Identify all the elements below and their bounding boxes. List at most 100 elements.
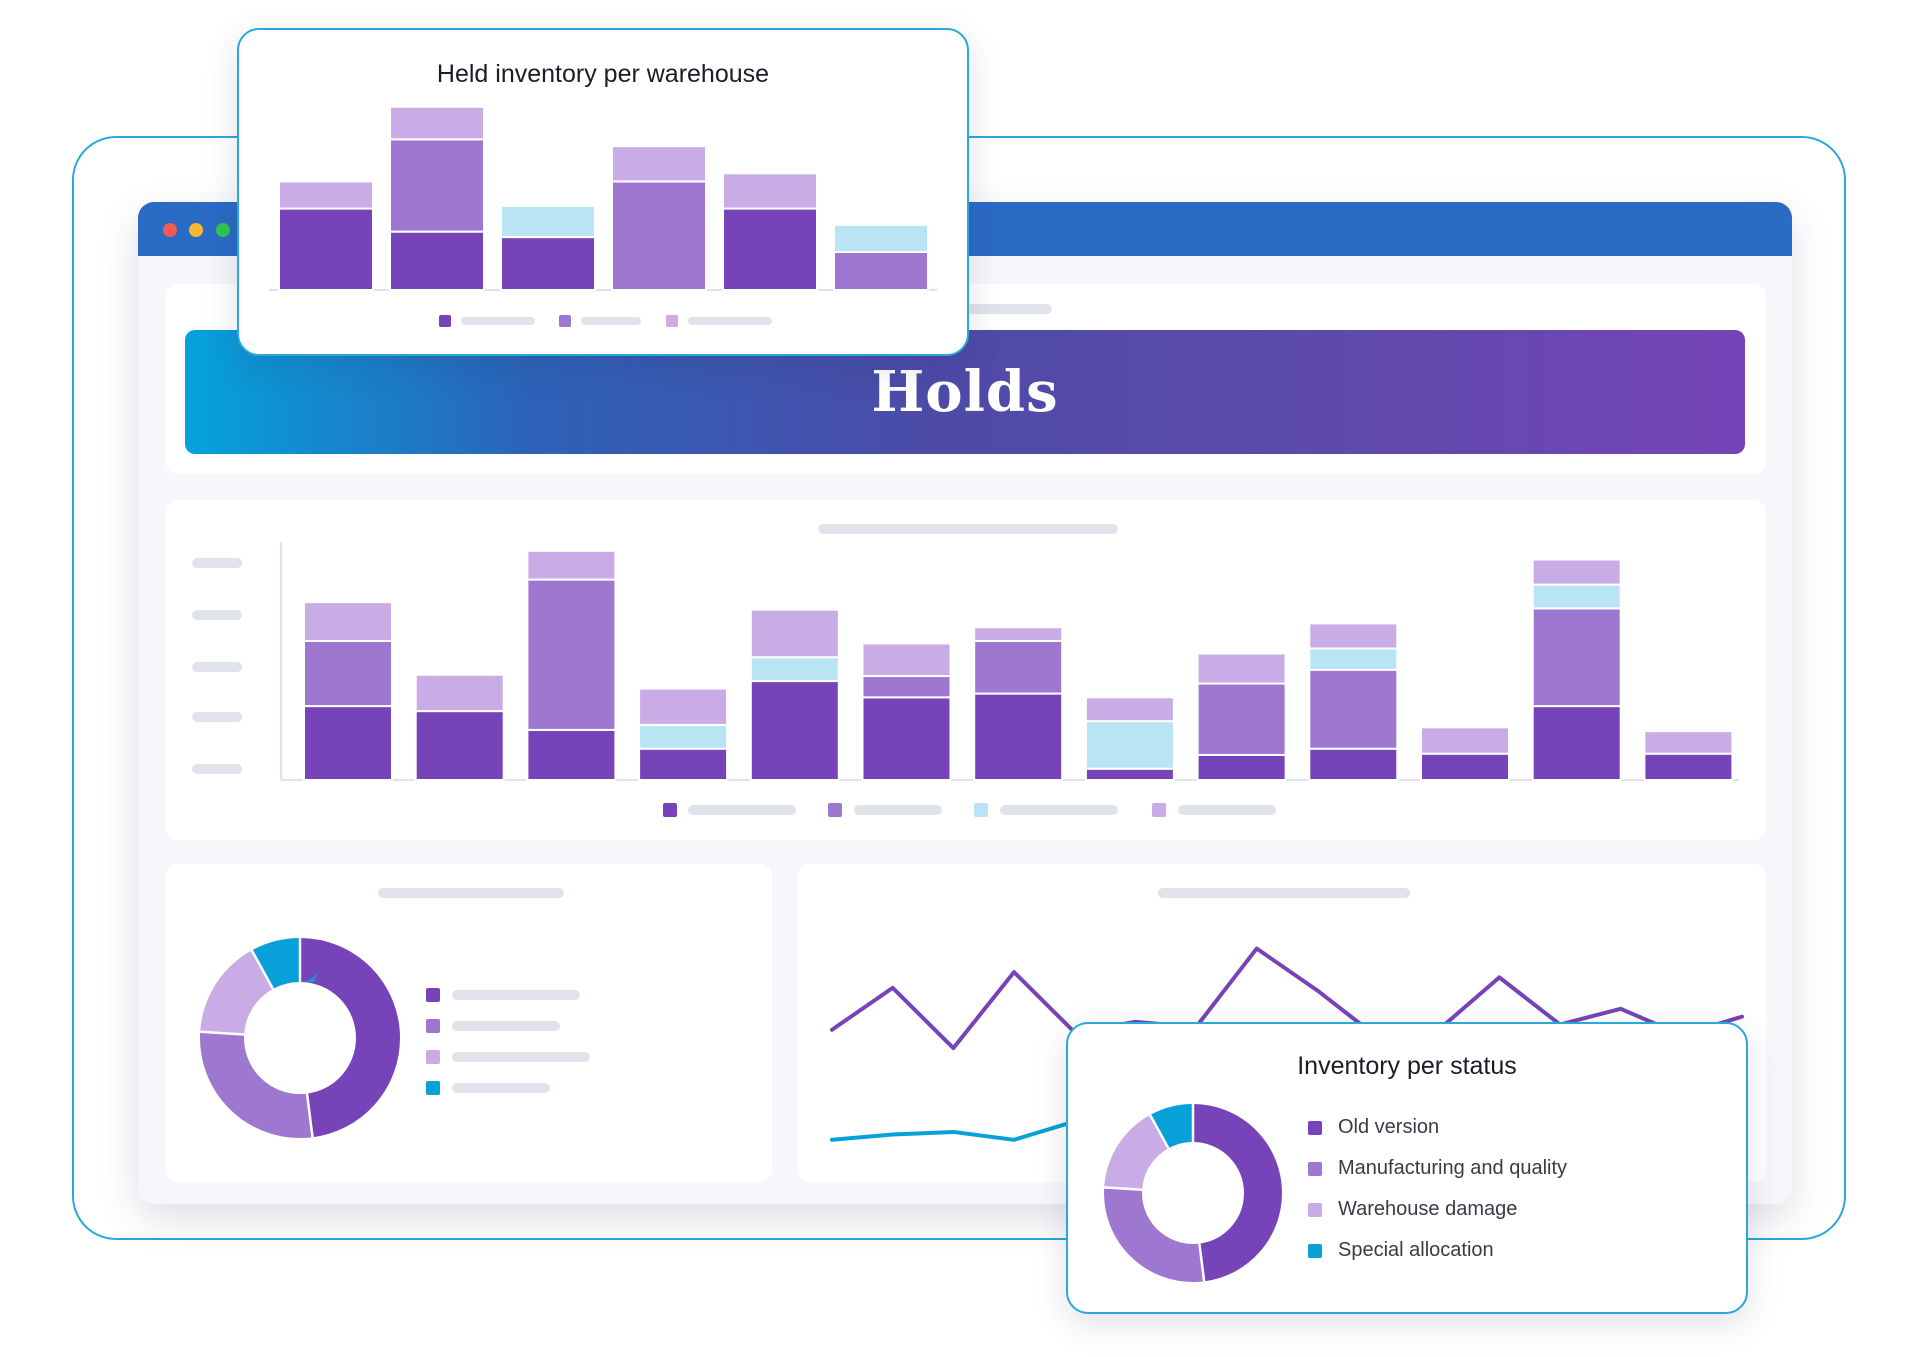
bar-segment — [749, 608, 840, 659]
legend-swatch-light — [666, 315, 678, 327]
bar-segment — [638, 687, 729, 726]
bar-segment — [638, 747, 729, 781]
bar-segment — [1308, 622, 1399, 650]
bar-segment — [861, 696, 952, 781]
status-donut-chart — [200, 938, 400, 1138]
legend-label-placeholder — [1000, 805, 1118, 815]
main-bar-chart — [280, 542, 1739, 782]
bar-segment — [611, 145, 707, 183]
bar-segment — [526, 549, 617, 581]
legend-label-placeholder — [688, 805, 796, 815]
bar-segment — [722, 172, 818, 210]
bar-segment — [861, 642, 952, 678]
bar-segment — [414, 673, 505, 713]
legend-item-warehouse-damage: Warehouse damage — [1308, 1198, 1517, 1221]
main-bar-legend — [663, 803, 1276, 817]
bar-segment — [1531, 607, 1622, 708]
legend-label-placeholder — [1178, 805, 1276, 815]
y-tick-placeholder — [192, 712, 242, 722]
donut-legend — [426, 988, 590, 1095]
legend-swatch — [1308, 1120, 1322, 1135]
bar-segment — [303, 705, 393, 782]
legend-swatch — [1308, 1202, 1322, 1217]
warehouse-legend — [439, 315, 772, 327]
legend-label-placeholder — [688, 317, 772, 325]
legend-swatch — [1308, 1161, 1322, 1176]
legend-label: Special allocation — [1338, 1239, 1494, 1261]
page-title: Holds — [871, 359, 1059, 425]
legend-swatch-dark — [439, 315, 451, 327]
bar-segment — [833, 251, 929, 291]
y-tick-placeholder — [192, 662, 242, 672]
bar-segment — [1196, 682, 1287, 756]
bar-segment — [1420, 726, 1510, 755]
window-close-button[interactable] — [163, 223, 177, 237]
status-legend: Old version Manufacturing and quality Wa… — [1308, 1116, 1728, 1276]
bar-segment — [414, 710, 505, 782]
legend-label-placeholder — [581, 317, 641, 325]
bar-segment — [526, 728, 617, 781]
line-series — [830, 946, 1744, 1051]
legend-label: Manufacturing and quality — [1338, 1157, 1568, 1179]
donut-chart-card — [166, 864, 772, 1182]
bar-segment — [1196, 753, 1287, 782]
header-placeholder-line — [916, 304, 1052, 314]
slice-separator — [305, 1093, 314, 1138]
bar-segment — [1531, 705, 1622, 782]
slice-separator — [250, 949, 275, 990]
bar-segment — [973, 639, 1064, 695]
bar-segment — [389, 138, 485, 233]
slice-separator — [1198, 1243, 1206, 1282]
bar-segment — [1643, 730, 1734, 755]
window-minimize-button[interactable] — [189, 223, 203, 237]
legend-label: Old version — [1338, 1116, 1440, 1138]
legend-item-old-version: Old version — [1308, 1116, 1439, 1139]
legend-label-placeholder — [452, 1083, 550, 1093]
bar-segment — [303, 639, 393, 708]
bar-segment — [526, 578, 617, 731]
bar-segment — [1308, 747, 1399, 781]
bar-segment — [1196, 652, 1287, 685]
legend-swatch-light — [426, 1050, 440, 1064]
legend-swatch-dark — [663, 803, 677, 817]
status-chart-popup: Inventory per status Old version Manufac… — [1066, 1022, 1748, 1314]
bar-segment — [1084, 696, 1175, 723]
warehouse-chart-popup: Held inventory per warehouse — [237, 28, 969, 356]
legend-item-manufacturing: Manufacturing and quality — [1308, 1157, 1567, 1180]
bar-segment — [278, 180, 374, 210]
bar-segment — [278, 207, 374, 291]
bar-segment — [1531, 558, 1622, 586]
bar-segment — [389, 105, 485, 141]
bar-segment — [500, 204, 596, 239]
legend-label-placeholder — [461, 317, 535, 325]
bar-segment — [611, 180, 707, 291]
legend-swatch — [1308, 1243, 1322, 1258]
legend-swatch-dark — [426, 988, 440, 1002]
legend-label-placeholder — [452, 1052, 590, 1062]
bar-segment — [303, 601, 393, 642]
slice-separator — [200, 1030, 245, 1036]
legend-swatch-blue — [974, 803, 988, 817]
legend-swatch-mid — [426, 1019, 440, 1033]
warehouse-bar-chart — [269, 105, 937, 291]
y-tick-placeholder — [192, 558, 242, 568]
slice-separator — [1149, 1114, 1170, 1149]
window-maximize-button[interactable] — [216, 223, 230, 237]
bar-segment — [749, 680, 840, 781]
bar-segment — [389, 230, 485, 291]
trend-line-chart — [830, 946, 1744, 1142]
legend-item-special-allocation: Special allocation — [1308, 1239, 1494, 1262]
popup-title: Inventory per status — [1297, 1052, 1517, 1080]
legend-swatch-mid — [828, 803, 842, 817]
bar-segment — [973, 626, 1064, 642]
legend-label-placeholder — [452, 990, 580, 1000]
legend-label-placeholder — [854, 805, 942, 815]
chart-title-placeholder — [1158, 888, 1410, 898]
bar-segment — [1084, 720, 1175, 770]
chart-title-placeholder — [378, 888, 564, 898]
legend-swatch-light — [1152, 803, 1166, 817]
y-tick-placeholder — [192, 610, 242, 620]
y-tick-placeholder — [192, 764, 242, 774]
legend-label: Warehouse damage — [1338, 1198, 1518, 1220]
legend-label-placeholder — [452, 1021, 560, 1031]
